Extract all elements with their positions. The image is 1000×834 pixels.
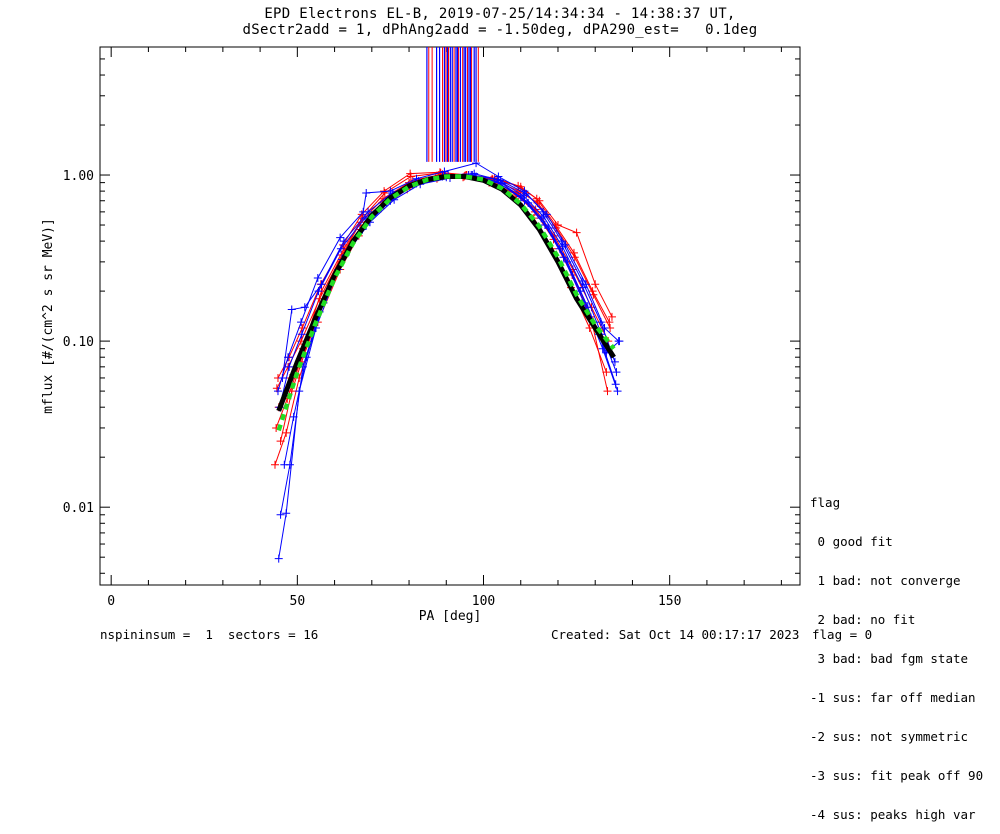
series-point-blue xyxy=(336,244,345,253)
legend-item: -3 sus: fit peak off 90 xyxy=(810,768,984,783)
legend-item: 0 good fit xyxy=(810,534,893,549)
series-point-red xyxy=(607,312,616,321)
legend-title: flag xyxy=(810,495,841,510)
series-point-blue xyxy=(613,387,622,396)
series-point-blue xyxy=(285,362,294,371)
series-point-red xyxy=(276,437,285,446)
series-point-blue xyxy=(336,233,345,242)
legend-item: 1 bad: not converge xyxy=(810,573,961,588)
series-point-blue xyxy=(282,509,291,518)
y-tick-label: 0.10 xyxy=(63,335,94,350)
flag-legend: flag 0 good fit 1 bad: not converge 2 ba… xyxy=(810,470,983,834)
legend-item: -1 sus: far off median xyxy=(810,690,976,705)
series-point-blue xyxy=(544,223,553,232)
series-line-blue xyxy=(283,175,620,465)
legend-item: 2 bad: no fit xyxy=(810,612,916,627)
series-line-red xyxy=(277,171,610,379)
x-tick-label: 0 xyxy=(107,594,115,609)
series-point-blue xyxy=(362,188,371,197)
footer-flag-value: flag = 0 xyxy=(812,627,873,642)
series-point-blue xyxy=(440,167,449,176)
series-point-blue xyxy=(300,303,309,312)
series-point-blue xyxy=(600,323,609,332)
series-point-blue xyxy=(297,330,306,339)
series-point-blue xyxy=(524,198,533,207)
series-line-red xyxy=(280,173,613,442)
series-line-blue xyxy=(278,174,617,559)
series-point-blue xyxy=(313,273,322,282)
series-line-blue xyxy=(280,174,619,515)
series-point-blue xyxy=(610,357,619,366)
footer-created-timestamp: Created: Sat Oct 14 00:17:17 2023 xyxy=(551,627,800,642)
chart-title-line-1: EPD Electrons EL-B, 2019-07-25/14:34:34 … xyxy=(264,6,736,22)
chart-title-line-2: dSectr2add = 1, dPhAng2add = -1.50deg, d… xyxy=(242,22,758,38)
series-point-red xyxy=(271,460,279,469)
legend-item: -2 sus: not symmetric xyxy=(810,729,969,744)
series-point-red xyxy=(572,228,581,237)
series-point-blue xyxy=(289,412,298,421)
x-tick-label: 150 xyxy=(658,594,681,609)
series-point-blue xyxy=(317,280,326,289)
series-point-blue xyxy=(539,207,548,216)
series-point-blue xyxy=(520,196,529,205)
plot-area xyxy=(271,47,624,563)
series-point-blue xyxy=(274,554,283,563)
chart-canvas: 0 50 100 150 0.01 0.10 1.00 PA [deg] mflux [#/(c… xyxy=(41,46,801,624)
legend-item: 3 bad: bad fgm state xyxy=(810,651,969,666)
series-point-red xyxy=(603,387,612,396)
series-point-red xyxy=(282,428,291,437)
series-point-blue xyxy=(612,368,621,377)
fit-curve-green xyxy=(276,174,616,432)
series-point-blue xyxy=(273,387,282,396)
series-point-blue xyxy=(520,187,529,196)
series-point-blue xyxy=(557,237,566,246)
y-tick-label: 1.00 xyxy=(63,169,94,184)
y-axis-label: mflux [#/(cm^2 s sr MeV)] xyxy=(41,218,56,414)
series-point-blue xyxy=(284,353,293,362)
series-point-blue xyxy=(280,460,289,469)
y-tick-label: 0.01 xyxy=(63,501,94,516)
x-axis-label: PA [deg] xyxy=(419,609,482,624)
series-line-red xyxy=(274,176,607,465)
series-line-blue xyxy=(277,162,616,392)
series-point-blue xyxy=(287,305,296,314)
series-point-blue xyxy=(297,318,306,327)
series-point-blue xyxy=(563,257,572,266)
series-point-blue xyxy=(472,159,481,168)
series-point-red xyxy=(591,280,600,289)
x-tick-label: 50 xyxy=(290,594,306,609)
series-point-blue xyxy=(598,344,607,353)
series-point-blue xyxy=(314,287,323,296)
series-point-blue xyxy=(494,172,503,181)
series-point-blue xyxy=(615,337,624,346)
series-point-red xyxy=(532,194,541,203)
series-point-blue xyxy=(386,187,395,196)
series-point-blue xyxy=(596,318,605,327)
series-point-blue xyxy=(519,191,528,200)
series-point-red xyxy=(406,169,415,178)
series-point-red xyxy=(588,287,597,296)
series-point-blue xyxy=(578,277,587,286)
legend-item: -4 sus: peaks high var xyxy=(810,807,976,822)
series-point-red xyxy=(605,318,614,327)
series-point-red xyxy=(569,248,578,257)
x-tick-label: 100 xyxy=(472,594,495,609)
footer-sector-info: nspininsum = 1 sectors = 16 xyxy=(100,627,319,642)
series-point-blue xyxy=(359,207,368,216)
series-point-blue xyxy=(276,510,285,519)
